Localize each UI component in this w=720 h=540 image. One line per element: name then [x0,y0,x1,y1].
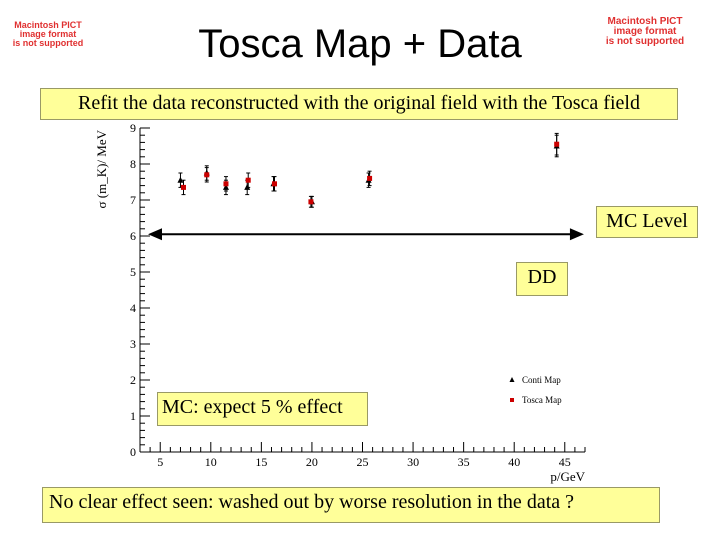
y-axis-title: σ (m_K)/ MeV [94,129,109,208]
pict-line: image format [19,29,77,39]
legend-marker-tosca-map [510,398,514,402]
mc-expect-note: MC: expect 5 % effect [157,392,368,426]
pict-line: is not supported [605,36,685,47]
mc-level-label: MC Level [596,206,698,238]
data-point-conti-map [177,176,184,183]
data-point-tosca-map [204,172,210,178]
y-tick-label: 0 [130,445,136,459]
pict-line: Macintosh PICT [607,16,683,27]
x-tick-label: 25 [357,455,369,469]
data-point-tosca-map [180,184,186,190]
x-tick-label: 5 [157,455,163,469]
x-tick-label: 35 [458,455,470,469]
x-axis-title: p/GeV [550,469,585,484]
y-tick-label: 6 [130,229,136,243]
legend-marker-conti-map [509,377,515,382]
legend-label: Conti Map [522,375,561,385]
data-point-tosca-map [554,141,560,147]
legend-label: Tosca Map [522,395,562,405]
refit-note: Refit the data reconstructed with the or… [40,88,678,120]
pict-placeholder-right: Macintosh PICT image format is not suppo… [586,17,704,47]
y-tick-label: 5 [130,265,136,279]
x-tick-label: 15 [255,455,267,469]
pict-line: is not supported [12,38,84,48]
y-tick-label: 8 [130,157,136,171]
data-point-tosca-map [223,181,229,187]
slide-title: Tosca Map + Data [198,22,522,66]
x-tick-label: 20 [306,455,318,469]
data-point-tosca-map [272,181,278,187]
mc-level-arrow-head-left [148,228,162,241]
pict-placeholder-left: Macintosh PICT image format is not suppo… [8,21,88,48]
conclusion-note: No clear effect seen: washed out by wors… [42,487,660,523]
y-tick-label: 1 [130,409,136,423]
mc-level-arrow-head-right [569,228,584,241]
y-tick-label: 4 [130,301,136,315]
x-tick-label: 10 [205,455,217,469]
data-point-tosca-map [367,175,373,181]
y-tick-label: 9 [130,121,136,135]
pict-line: image format [613,26,677,37]
y-tick-label: 7 [130,193,136,207]
x-tick-label: 45 [559,455,571,469]
data-point-tosca-map [245,177,251,183]
y-tick-label: 3 [130,337,136,351]
x-tick-label: 30 [407,455,419,469]
x-tick-label: 40 [508,455,520,469]
pict-line: Macintosh PICT [14,20,82,30]
dd-label: DD [516,262,568,296]
data-point-tosca-map [308,199,314,205]
y-tick-label: 2 [130,373,136,387]
